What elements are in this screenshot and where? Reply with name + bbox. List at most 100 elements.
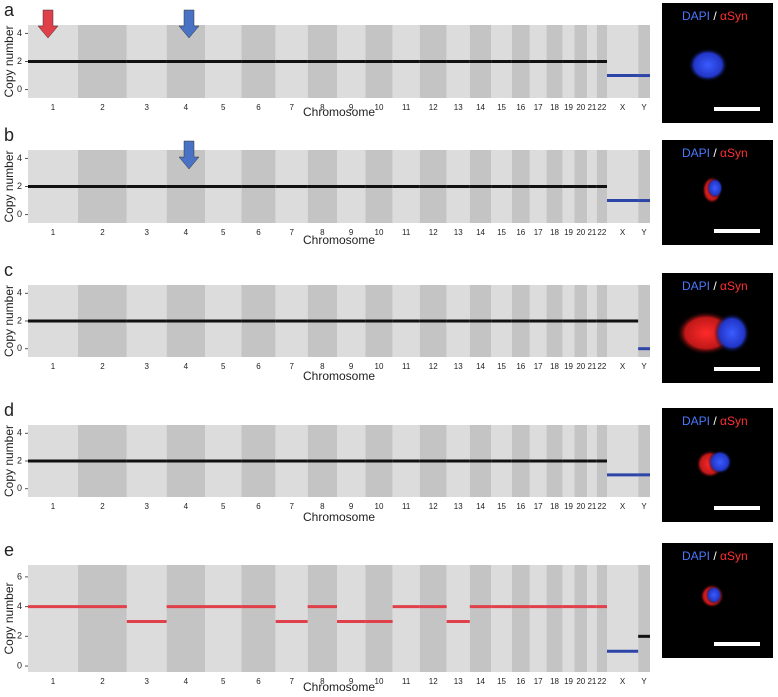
y-tick-label: 0 [17, 660, 22, 670]
x-tick-label: 4 [184, 362, 189, 371]
chromosome-band [638, 150, 650, 223]
y-tick-label: 4 [17, 153, 22, 163]
x-tick-label: 9 [349, 502, 354, 511]
scale-bar [714, 642, 760, 646]
x-tick-label: 20 [576, 677, 585, 686]
y-axis-label: Copy number [2, 285, 16, 357]
channel-name: αSyn [720, 549, 748, 563]
x-tick-label: 16 [516, 362, 525, 371]
channel-legend: DAPI / αSyn [682, 9, 748, 23]
x-tick-label: 11 [402, 677, 411, 686]
micrograph: DAPI / αSyn [662, 408, 773, 522]
chromosome-band [241, 565, 276, 672]
channel-name: / [713, 146, 717, 160]
arrow [178, 9, 200, 39]
x-tick-label: 9 [349, 362, 354, 371]
y-tick-label: 4 [17, 601, 22, 611]
x-axis-label: Chromosome [303, 233, 375, 247]
channel-legend: DAPI / αSyn [682, 146, 748, 160]
chromosome-band [446, 565, 470, 672]
x-tick-label: 11 [402, 103, 411, 112]
micrograph: DAPI / αSyn [662, 140, 773, 245]
x-tick-label: 16 [516, 502, 525, 511]
chromosome-band [469, 565, 492, 672]
chromosome-band [638, 285, 650, 357]
panel-label: b [4, 125, 14, 145]
x-tick-label: 14 [476, 677, 485, 686]
channel-name: DAPI [682, 279, 710, 293]
x-tick-label: 10 [375, 103, 384, 112]
x-tick-label: 12 [429, 677, 438, 686]
chromosome-band [365, 565, 393, 672]
chromosome-band [529, 565, 547, 672]
chromosome-band [638, 565, 650, 672]
x-tick-label: 13 [454, 502, 463, 511]
x-tick-label: Y [641, 228, 647, 237]
x-tick-label: 8 [320, 103, 325, 112]
x-tick-label: 15 [497, 228, 506, 237]
y-axis-label: Copy number [2, 25, 16, 97]
x-tick-label: 5 [221, 228, 226, 237]
scale-bar [714, 506, 760, 510]
y-tick-label: 2 [17, 56, 22, 66]
chromosome-band [491, 565, 512, 672]
x-tick-label: 9 [349, 677, 354, 686]
chromosome-band [511, 565, 530, 672]
x-tick-label: 8 [320, 362, 325, 371]
x-tick-label: 15 [497, 103, 506, 112]
x-tick-label: 6 [256, 677, 261, 686]
chromosome-band [607, 150, 639, 223]
x-tick-label: 12 [429, 228, 438, 237]
x-tick-label: 18 [550, 362, 559, 371]
x-tick-label: 21 [587, 502, 596, 511]
x-tick-label: 18 [550, 502, 559, 511]
x-tick-label: 18 [550, 103, 559, 112]
chromosome-band [78, 565, 127, 672]
x-tick-label: 19 [564, 677, 573, 686]
x-tick-label: 15 [497, 362, 506, 371]
chromosome-band [607, 565, 639, 672]
panel-label: c [4, 260, 13, 280]
micrograph: DAPI / αSyn [662, 3, 773, 123]
channel-name: DAPI [682, 549, 710, 563]
x-tick-label: 19 [564, 502, 573, 511]
chromosome-band [638, 425, 650, 497]
x-tick-label: 11 [402, 362, 411, 371]
arrow [37, 9, 59, 39]
y-tick-label: 2 [17, 455, 22, 465]
x-tick-label: 4 [184, 228, 189, 237]
chromosome-band [562, 565, 575, 672]
x-tick-label: 2 [100, 362, 105, 371]
channel-name: DAPI [682, 414, 710, 428]
x-tick-label: 3 [145, 677, 150, 686]
x-tick-label: X [620, 362, 626, 371]
channel-name: αSyn [720, 9, 748, 23]
x-tick-label: 22 [597, 677, 606, 686]
cell-stain [707, 178, 723, 198]
x-tick-label: 8 [320, 228, 325, 237]
x-tick-label: 13 [454, 103, 463, 112]
chromosome-band [336, 565, 366, 672]
x-tick-label: 22 [597, 228, 606, 237]
x-tick-label: 18 [550, 677, 559, 686]
x-tick-label: 9 [349, 103, 354, 112]
x-tick-label: 14 [476, 228, 485, 237]
x-tick-label: 2 [100, 677, 105, 686]
channel-legend: DAPI / αSyn [682, 414, 748, 428]
x-tick-label: 20 [576, 103, 585, 112]
x-tick-label: X [620, 228, 626, 237]
channel-name: DAPI [682, 146, 710, 160]
chromosome-band [392, 565, 420, 672]
x-tick-label: 15 [497, 677, 506, 686]
x-tick-label: 6 [256, 228, 261, 237]
chromosome-band [546, 565, 563, 672]
arrow [178, 140, 200, 170]
x-tick-label: 2 [100, 502, 105, 511]
panel-label: a [4, 0, 15, 20]
chromosome-band [28, 565, 79, 672]
x-tick-label: Y [641, 103, 647, 112]
x-tick-label: X [620, 502, 626, 511]
x-tick-label: 15 [497, 502, 506, 511]
y-axis-label: Copy number [2, 150, 16, 222]
channel-legend: DAPI / αSyn [682, 279, 748, 293]
